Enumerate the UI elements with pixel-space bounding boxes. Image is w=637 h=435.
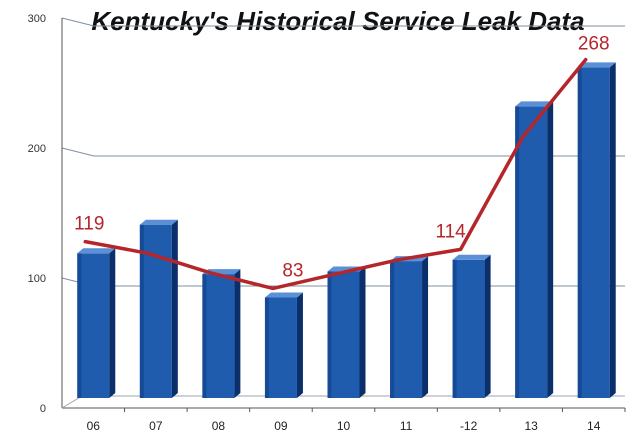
bar-09: [264, 292, 303, 398]
y-tick-label: 0: [40, 403, 46, 415]
y-tick-labels: 0 100 200 300: [28, 13, 46, 415]
bar-side: [171, 219, 178, 398]
x-tick-label: 08: [212, 419, 226, 433]
bar-edge: [77, 253, 82, 398]
x-tick-label: 10: [337, 419, 351, 433]
data-label-14: 268: [578, 34, 610, 55]
bar-top: [264, 292, 303, 298]
bar-side: [296, 292, 303, 398]
bar-14: [577, 62, 616, 399]
bar-side: [422, 256, 429, 398]
bar-top: [139, 219, 178, 225]
bar-top: [77, 248, 116, 254]
data-label-06: 119: [74, 214, 104, 235]
data-label-09: 83: [282, 260, 303, 281]
bar-side: [359, 266, 366, 398]
gridline-300: [61, 17, 625, 27]
bar-10: [327, 266, 366, 398]
bar-front: [202, 274, 235, 398]
gridline-200: [61, 147, 625, 157]
bar-edge: [327, 271, 332, 398]
x-tick-label: 09: [274, 419, 288, 433]
bar-top: [515, 101, 554, 107]
bar-top: [452, 254, 491, 260]
bar-07: [139, 219, 178, 398]
bar-edge: [139, 224, 144, 398]
x-tick-label: -12: [460, 419, 478, 433]
trend-line-path: [83, 57, 588, 291]
bar-front: [139, 224, 172, 398]
bar-edge: [452, 259, 457, 398]
bar-front: [390, 261, 423, 398]
x-tick-label: 14: [587, 419, 601, 433]
bar-edge: [577, 67, 582, 399]
bar-08: [202, 269, 241, 398]
x-tick-label: 06: [87, 419, 101, 433]
bar-side: [484, 254, 491, 398]
bar-side: [547, 101, 554, 399]
bar-front: [77, 253, 110, 398]
data-labels: 119 83 114 268: [74, 34, 609, 282]
bar--12: [452, 254, 491, 398]
bar-front: [577, 67, 610, 399]
y-tick-label: 300: [28, 13, 46, 25]
bar-11: [390, 256, 429, 398]
bar-06: [77, 248, 116, 398]
bar-edge: [202, 274, 207, 398]
data-label--12: 114: [435, 221, 466, 242]
bar-side: [109, 248, 116, 398]
bar-top: [577, 62, 616, 68]
bar-side: [234, 269, 241, 398]
bar-front: [327, 271, 360, 398]
bar-13: [515, 101, 554, 399]
bar-edge: [264, 297, 269, 398]
x-tick-label: 07: [149, 419, 163, 433]
bar-edge: [390, 261, 395, 398]
x-tick-label: 11: [400, 419, 413, 433]
bar-front: [515, 106, 548, 399]
chart-title: Kentucky's Historical Service Leak Data: [91, 6, 584, 36]
trend-line: [83, 57, 588, 291]
y-tick-label: 200: [28, 143, 46, 155]
y-tick-label: 100: [28, 273, 46, 285]
bar-front: [264, 297, 297, 398]
x-tick-label: 13: [524, 419, 538, 433]
x-tick-labels: 06 07 08 09 10 11 -12 13 14: [87, 419, 601, 433]
bars: [77, 62, 616, 399]
bar-edge: [515, 106, 520, 399]
bar-front: [452, 259, 485, 398]
bar-side: [609, 62, 616, 399]
